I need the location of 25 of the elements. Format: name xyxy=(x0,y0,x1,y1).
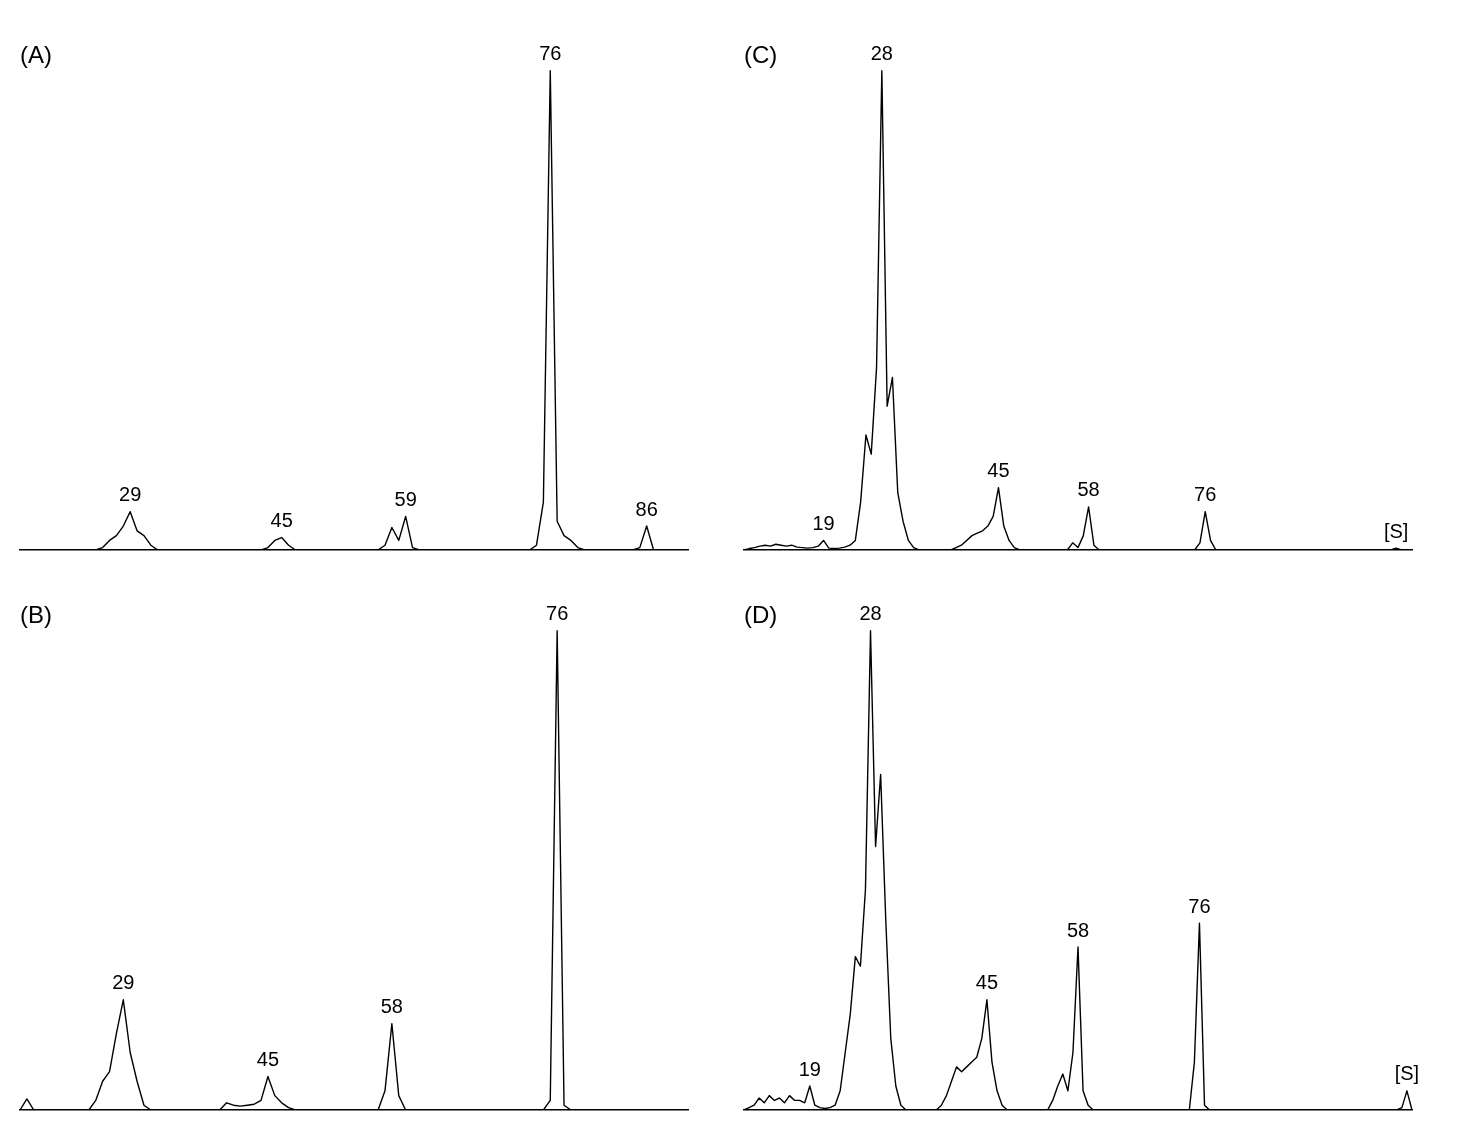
annotation: 58 xyxy=(1066,918,1090,941)
chart-title: (A) xyxy=(20,41,52,69)
annotation: 45 xyxy=(987,459,1010,482)
annotation: 45 xyxy=(975,971,999,994)
chart-title: (C) xyxy=(744,41,778,69)
annotation: 58 xyxy=(380,995,403,1018)
annotation: 19 xyxy=(812,511,835,534)
annotation: 45 xyxy=(270,509,293,532)
annotation: 45 xyxy=(256,1047,280,1070)
chart-title: (B) xyxy=(20,601,52,629)
annotation: 19 xyxy=(798,1057,821,1080)
annotation: 76 xyxy=(539,42,562,65)
annotation: 28 xyxy=(859,602,882,625)
annotation: [S] xyxy=(1383,519,1409,542)
annotation: 76 xyxy=(1194,483,1217,506)
annotation: [S] xyxy=(1394,1062,1420,1085)
annotation: 76 xyxy=(1188,894,1211,917)
chart-title: (D) xyxy=(744,601,778,629)
annotation: 29 xyxy=(119,483,142,506)
annotation: 59 xyxy=(394,487,417,510)
annotation: 29 xyxy=(112,971,135,994)
annotation: 86 xyxy=(635,497,658,520)
annotation: 76 xyxy=(546,602,569,625)
annotation: 28 xyxy=(870,42,893,65)
annotation: 58 xyxy=(1077,478,1100,501)
